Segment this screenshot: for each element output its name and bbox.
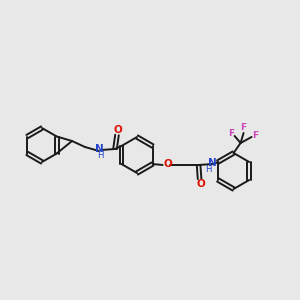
Text: O: O [163, 159, 172, 169]
Text: O: O [114, 125, 122, 135]
Text: F: F [253, 130, 259, 140]
Text: F: F [241, 124, 247, 133]
Text: H: H [97, 152, 103, 160]
Text: O: O [196, 179, 205, 189]
Text: H: H [205, 164, 212, 173]
Text: N: N [208, 158, 217, 168]
Text: F: F [229, 128, 235, 137]
Text: N: N [94, 145, 103, 154]
